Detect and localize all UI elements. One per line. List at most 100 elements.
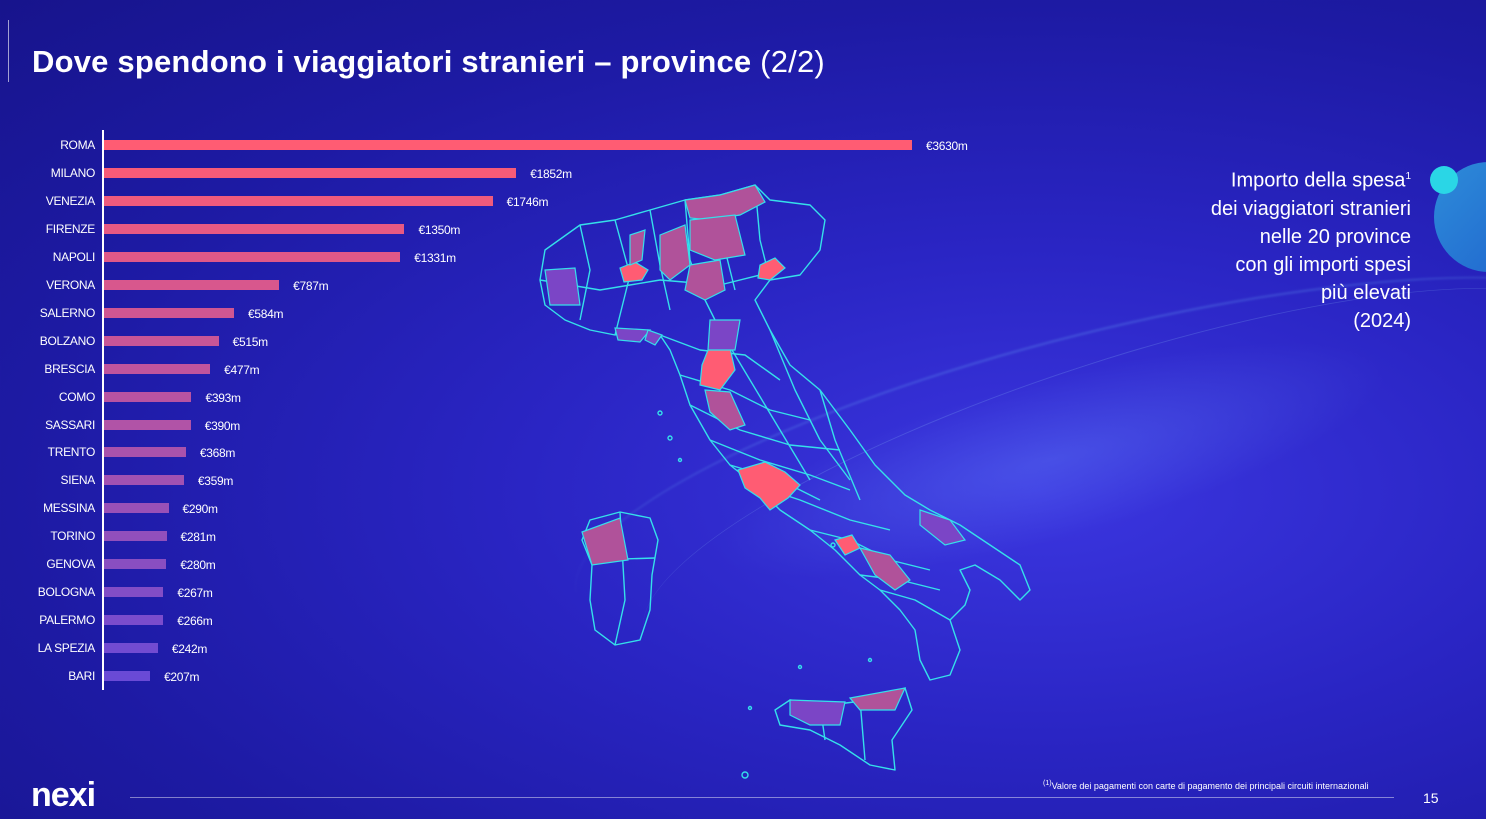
bar	[104, 531, 167, 542]
description-line-4: con gli importi spesi	[1235, 253, 1411, 276]
province-roma	[737, 461, 801, 511]
bar-category-label: COMO	[58, 389, 95, 404]
bar-row: BOLZANO €515m	[0, 327, 1486, 355]
bar-value-label: €280m	[180, 558, 216, 573]
bar-category-label: BRESCIA	[44, 361, 95, 376]
bar	[104, 335, 219, 346]
province-la-spezia	[644, 329, 663, 346]
bar-value-label: €281m	[180, 530, 217, 545]
bar-value-label: €266m	[177, 614, 213, 629]
province-genova	[614, 327, 652, 343]
province-sassari	[581, 517, 629, 566]
bar-value-label: €393m	[205, 390, 241, 405]
bar-value-label: €267m	[177, 586, 213, 601]
nexi-logo: nexi	[31, 776, 96, 814]
bar-row: LA SPEZIA €242m	[0, 634, 1486, 662]
bar-row: MESSINA €290m	[0, 494, 1486, 522]
footnote-marker: (1)	[1043, 780, 1052, 787]
page-title-main: Dove spendono i viaggiatori stranieri – …	[32, 44, 752, 79]
bar-value-label: €1746m	[506, 194, 549, 209]
decorative-circle-small	[1430, 166, 1458, 194]
bar-category-label: SIENA	[60, 473, 95, 488]
bar-value-label: €1350m	[418, 222, 461, 237]
description-line-5: più elevati	[1320, 281, 1411, 304]
bar	[104, 223, 405, 234]
bar	[104, 615, 164, 626]
bar-category-label: BOLOGNA	[37, 585, 96, 600]
bar-value-label: €787m	[293, 278, 329, 293]
bar-value-label: €477m	[224, 362, 260, 377]
page-title: Dove spendono i viaggiatori stranieri – …	[32, 44, 825, 80]
province-bari	[919, 509, 967, 546]
title-accent-rule	[8, 20, 9, 82]
province-verona	[684, 259, 726, 301]
footer-divider	[130, 797, 1394, 798]
province-como	[629, 229, 646, 266]
bar-row: BRESCIA €477m	[0, 355, 1486, 383]
bar-category-label: SALERNO	[39, 305, 96, 320]
bar-row: VENEZIA €1746m	[0, 187, 1486, 215]
bar-category-label: MILANO	[50, 165, 96, 180]
bar-category-label: TRENTO	[47, 445, 96, 460]
bar	[104, 195, 493, 206]
bar-category-label: TORINO	[50, 529, 95, 544]
bar-value-label: €3630m	[926, 139, 968, 153]
bar-value-label: €242m	[171, 642, 208, 657]
province-trento	[689, 214, 746, 261]
bar-row: ROMA €3630m	[0, 131, 1486, 159]
bar	[104, 279, 280, 290]
footnote: (1)Valore dei pagamenti con carte di pag…	[1043, 780, 1369, 791]
chart-description: Importo della spesa1 dei viaggiatori str…	[1211, 163, 1411, 335]
bar-row: MILANO €1852m	[0, 159, 1486, 187]
bar-value-label: €515m	[232, 334, 269, 349]
bar-row: BOLOGNA €267m	[0, 578, 1486, 606]
bar-value-label: €1852m	[530, 166, 572, 181]
province-milano	[619, 261, 649, 283]
description-line-6: (2024)	[1353, 309, 1411, 332]
province-siena	[704, 389, 746, 431]
bar-row: TRENTO €368m	[0, 438, 1486, 466]
province-palermo	[789, 699, 846, 726]
italy-mainland-outline	[539, 184, 1031, 681]
bar-row: TORINO €281m	[0, 522, 1486, 550]
bar	[104, 391, 192, 402]
bar	[104, 559, 167, 570]
bar	[104, 363, 211, 374]
bar-category-label: GENOVA	[46, 557, 95, 572]
description-line-2: dei viaggiatori stranieri	[1210, 197, 1411, 220]
bar-value-label: €368m	[199, 446, 236, 461]
page-title-suffix: (2/2)	[760, 44, 825, 79]
bar	[104, 503, 169, 514]
province-bologna	[707, 319, 741, 351]
bar	[104, 671, 151, 682]
bar-category-label: VERONA	[46, 277, 95, 292]
bar	[104, 140, 912, 150]
description-line-1: Importo della spesa	[1230, 169, 1406, 192]
bar-row: NAPOLI €1331m	[0, 243, 1486, 271]
description-footnote-marker: 1	[1405, 171, 1411, 182]
bar	[104, 419, 191, 430]
province-venezia	[757, 257, 786, 281]
bar-row: FIRENZE €1350m	[0, 215, 1486, 243]
footnote-text: Valore dei pagamenti con carte di pagame…	[1051, 781, 1369, 791]
bar-row: GENOVA €280m	[0, 550, 1486, 578]
description-line-3: nelle 20 province	[1259, 225, 1411, 248]
province-bolzano	[684, 184, 766, 221]
province-brescia	[659, 224, 691, 281]
bar-row: COMO €393m	[0, 383, 1486, 411]
bar	[104, 447, 186, 458]
bar-row: SALERNO €584m	[0, 299, 1486, 327]
bar	[104, 587, 164, 598]
bar	[104, 167, 517, 178]
bar-category-label: PALERMO	[39, 613, 95, 628]
bar-row: VERONA €787m	[0, 271, 1486, 299]
page-number: 15	[1423, 790, 1439, 806]
province-salerno	[858, 547, 911, 591]
bar-category-label: BARI	[68, 669, 95, 684]
province-firenze	[699, 347, 736, 391]
bar-category-label: NAPOLI	[52, 249, 96, 264]
bar-row: SIENA €359m	[0, 466, 1486, 494]
bar-row: PALERMO €266m	[0, 606, 1486, 634]
bar	[104, 307, 234, 318]
bar-category-label: BOLZANO	[39, 333, 96, 348]
